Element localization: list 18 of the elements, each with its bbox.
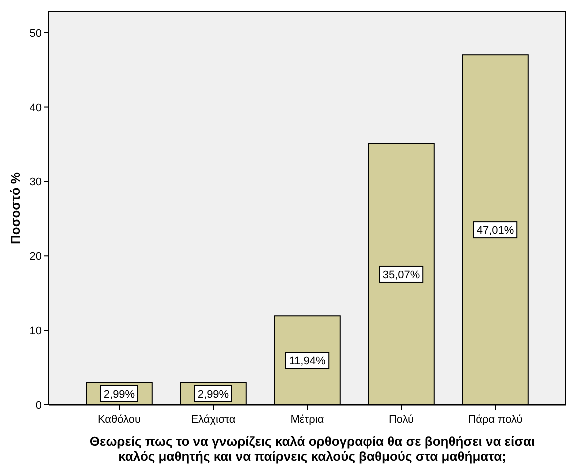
x-tick-label: Μέτρια: [290, 414, 325, 426]
x-axis-title: Θεωρείς πως το να γνωρίζεις καλά ορθογραφία θα σε βοηθήσει να είσαι καλός μαθητής και να παίρνεις καλούς βαθμούς στα μαθήματα;: [90, 434, 536, 464]
data-label: 2,99%: [198, 388, 230, 401]
x-tick-label: Καθόλου: [98, 414, 142, 426]
y-tick-label: 30: [30, 176, 42, 189]
data-label: 35,07%: [382, 269, 420, 282]
data-label: 11,94%: [289, 356, 326, 368]
y-tick-label: 20: [30, 251, 42, 264]
y-tick-label: 40: [30, 102, 42, 114]
y-tick-label: 0: [36, 400, 42, 412]
data-label: 47,01%: [476, 225, 514, 238]
y-tick-label: 50: [30, 28, 42, 40]
y-axis-title: Ποσοστό %: [8, 172, 23, 244]
x-tick-label: Πάρα πολύ: [468, 414, 523, 426]
x-tick-label: Ελάχιστα: [191, 414, 236, 426]
x-tick-label: Πολύ: [388, 414, 414, 426]
data-label: 2,99%: [104, 388, 136, 401]
y-tick-label: 10: [30, 326, 42, 338]
